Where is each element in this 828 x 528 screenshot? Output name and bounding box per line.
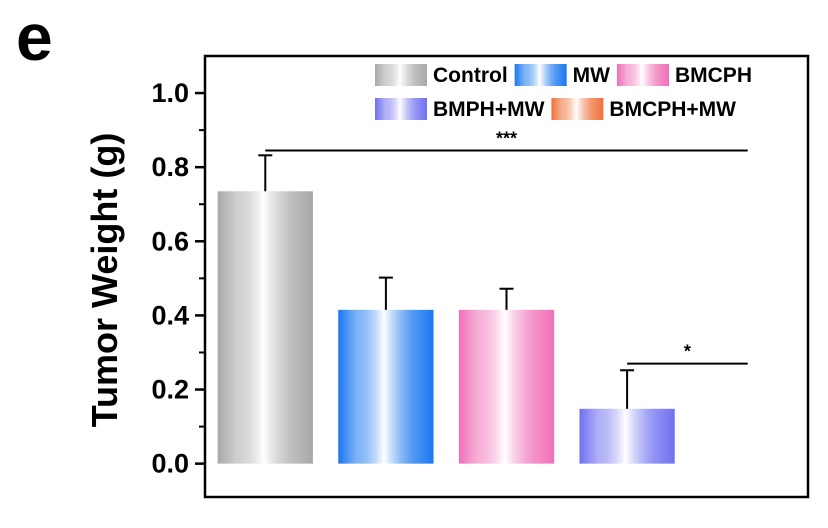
legend-swatch (616, 64, 669, 86)
error-bar (378, 276, 393, 310)
bar-bmcph (458, 309, 555, 464)
bar-bmph-mw (579, 408, 675, 464)
y-tick-label: 0.6 (151, 226, 189, 256)
y-tick-label: 0.4 (151, 300, 189, 330)
error-bar (258, 154, 273, 192)
bar-mw (338, 309, 434, 464)
legend-entry: Control (375, 64, 508, 87)
legend-entry: MW (514, 64, 610, 87)
legend-label: MW (573, 64, 610, 87)
legend-swatch (375, 98, 427, 120)
error-bar (620, 369, 635, 409)
legend-swatch (514, 64, 567, 86)
legend-label: BMCPH+MW (609, 98, 736, 121)
legend-entry: BMPH+MW (375, 98, 545, 121)
y-tick-label: 0.2 (151, 375, 189, 405)
significance-label: * (684, 342, 691, 362)
legend-swatch (551, 98, 604, 120)
panel-letter: e (16, 0, 53, 74)
y-tick-label: 1.0 (151, 78, 189, 108)
legend-swatch (375, 64, 427, 86)
legend-label: Control (433, 64, 508, 87)
y-tick-label: 0.8 (151, 152, 189, 182)
legend-entry: BMCPH (616, 64, 752, 87)
y-axis-label: Tumor Weight (g) (84, 133, 125, 428)
significance-label: *** (496, 129, 517, 149)
bar-control (217, 191, 313, 464)
legend-entry: BMCPH+MW (551, 98, 736, 121)
error-bar (499, 287, 514, 310)
y-tick-label: 0.0 (151, 449, 189, 479)
legend-label: BMCPH (675, 64, 752, 87)
plot-frame (203, 54, 810, 499)
legend-label: BMPH+MW (433, 98, 545, 121)
